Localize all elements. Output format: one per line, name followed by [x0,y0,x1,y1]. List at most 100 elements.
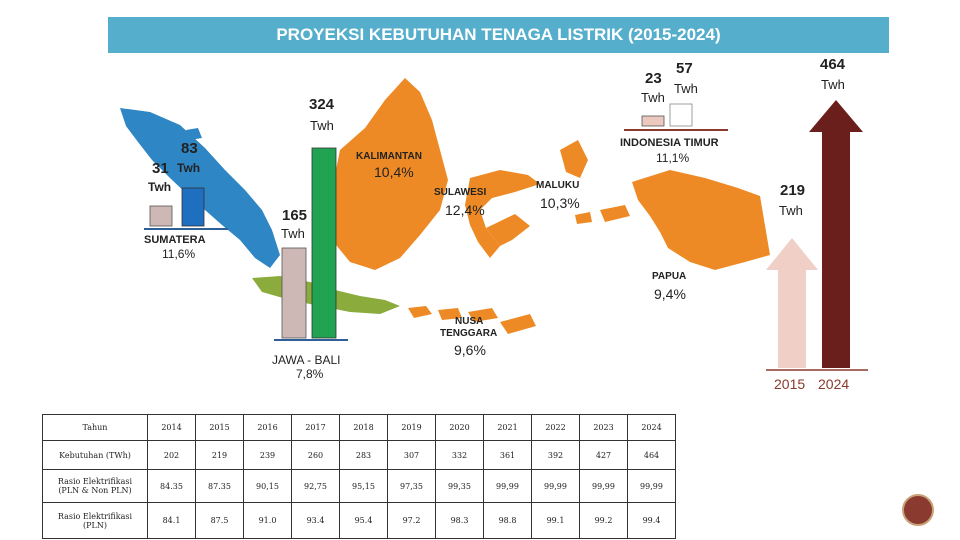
row-label-line2: (PLN) [83,520,107,530]
sumatera-2015-value: 31 [152,160,169,177]
sumatera-name: SUMATERA [144,234,206,246]
table-header-cell: 2022 [531,414,580,441]
nusa-tenggara-growth: 9,6% [454,342,486,358]
sumatera-bar-2015 [149,205,173,227]
sumatera-islet [186,128,202,140]
maluku-name: MALUKU [536,180,580,191]
table-cell: 95,15 [339,469,388,503]
table-header-cell: 2020 [435,414,484,441]
table-row: Rasio Elektrifikasi (PLN) 84.1 87.5 91.0 … [42,502,676,539]
sulawesi-growth: 12,4% [445,202,485,218]
papua-name: PAPUA [652,271,687,282]
page-title: PROYEKSI KEBUTUHAN TENAGA LISTRIK (2015-… [108,17,889,53]
table-header-cell: 2017 [291,414,340,441]
emblem-logo [902,494,934,526]
row-label-line1: Rasio Elektrifikasi [57,511,133,521]
row-label-line1: Rasio Elektrifikasi [57,477,133,486]
table-row: Kebutuhan (TWh) 202 219 239 260 283 307 … [42,440,676,470]
table-cell: 84.35 [147,469,196,503]
table-cell: 99,35 [435,469,484,503]
timur-2015-unit: Twh [641,90,665,105]
table-cell: 464 [627,440,676,470]
national-arrow-2024 [809,100,863,368]
papua-growth: 9,4% [654,286,686,302]
jawa-2015-value: 165 [282,207,308,224]
table-header-cell: 2014 [147,414,196,441]
timur-bar-2024 [669,103,693,127]
row-label: Kebutuhan (TWh) [42,440,148,470]
table-cell: 99,99 [531,469,580,503]
maluku-islands [560,140,630,224]
row-label-line2: (PLN & Non PLN) [58,486,132,495]
sumatera-2015-unit: Twh [148,180,172,194]
table-cell: 219 [195,440,244,470]
sumatera-bar-2024 [181,187,205,227]
sulawesi-arm [486,214,530,246]
table-cell: 307 [387,440,436,470]
timur-2015-value: 23 [645,70,662,87]
table-cell: 392 [531,440,580,470]
sumatera-2024-value: 83 [181,140,198,157]
kalimantan-name: KALIMANTAN [356,151,422,162]
table-cell: 90,15 [243,469,292,503]
jawa-2024-unit: Twh [310,118,334,133]
sulawesi-island [465,170,540,258]
sumatera-growth: 11,6% [162,247,196,261]
jawa-name: JAWA - BALI [272,353,341,367]
kalimantan-island [330,78,448,270]
table-header-cell: Tahun [42,414,148,441]
table-cell: 239 [243,440,292,470]
nusa-tenggara-name-2: TENGGARA [440,328,498,339]
nusa-tenggara-islands [408,306,536,334]
table-header-cell: 2021 [483,414,532,441]
timur-bar-2015 [641,115,665,127]
jawa-growth: 7,8% [296,367,324,381]
table-cell: 92,75 [291,469,340,503]
sumatera-2024-unit: Twh [177,161,201,175]
jawa-bar-2024 [311,147,337,339]
row-label: Rasio Elektrifikasi (PLN) [42,502,148,539]
kalimantan-growth: 10,4% [374,164,414,180]
table-cell: 91.0 [243,502,292,539]
timur-growth: 11,1% [656,151,690,165]
electricity-table: Tahun 2014 2015 2016 2017 2018 2019 2020… [42,414,676,539]
national-2015-unit: Twh [779,203,803,218]
table-cell: 87.5 [195,502,244,539]
table-cell: 283 [339,440,388,470]
table-header-row: Tahun 2014 2015 2016 2017 2018 2019 2020… [42,414,676,441]
nusa-tenggara-name-1: NUSA [455,316,484,327]
national-year-2024: 2024 [818,376,850,392]
national-2015-value: 219 [780,182,806,199]
jawa-bar-2015 [281,247,307,339]
jawa-2024-value: 324 [309,96,335,113]
maluku-growth: 10,3% [540,195,580,211]
table-cell: 99,99 [483,469,532,503]
national-2024-value: 464 [820,56,846,73]
table-cell: 98.8 [483,502,532,539]
national-year-2015: 2015 [774,376,806,392]
national-arrow-2015 [766,238,818,368]
table-header-cell: 2023 [579,414,628,441]
table-cell: 99,99 [579,469,628,503]
table-cell: 202 [147,440,196,470]
table-header-cell: 2024 [627,414,676,441]
table-header-cell: 2019 [387,414,436,441]
row-label: Rasio Elektrifikasi (PLN & Non PLN) [42,469,148,503]
table-cell: 97.2 [387,502,436,539]
table-cell: 84.1 [147,502,196,539]
table-cell: 95.4 [339,502,388,539]
sulawesi-name: SULAWESI [434,187,487,198]
table-cell: 99.1 [531,502,580,539]
table-cell: 260 [291,440,340,470]
table-cell: 97,35 [387,469,436,503]
timur-name: INDONESIA TIMUR [620,137,719,149]
table-row: Rasio Elektrifikasi (PLN & Non PLN) 84.35… [42,469,676,503]
table-cell: 361 [483,440,532,470]
table-cell: 427 [579,440,628,470]
table-header-cell: 2018 [339,414,388,441]
table-header-cell: 2015 [195,414,244,441]
table-cell: 332 [435,440,484,470]
timur-2024-value: 57 [676,60,693,77]
papua-island [632,170,770,270]
table-cell: 98.3 [435,502,484,539]
